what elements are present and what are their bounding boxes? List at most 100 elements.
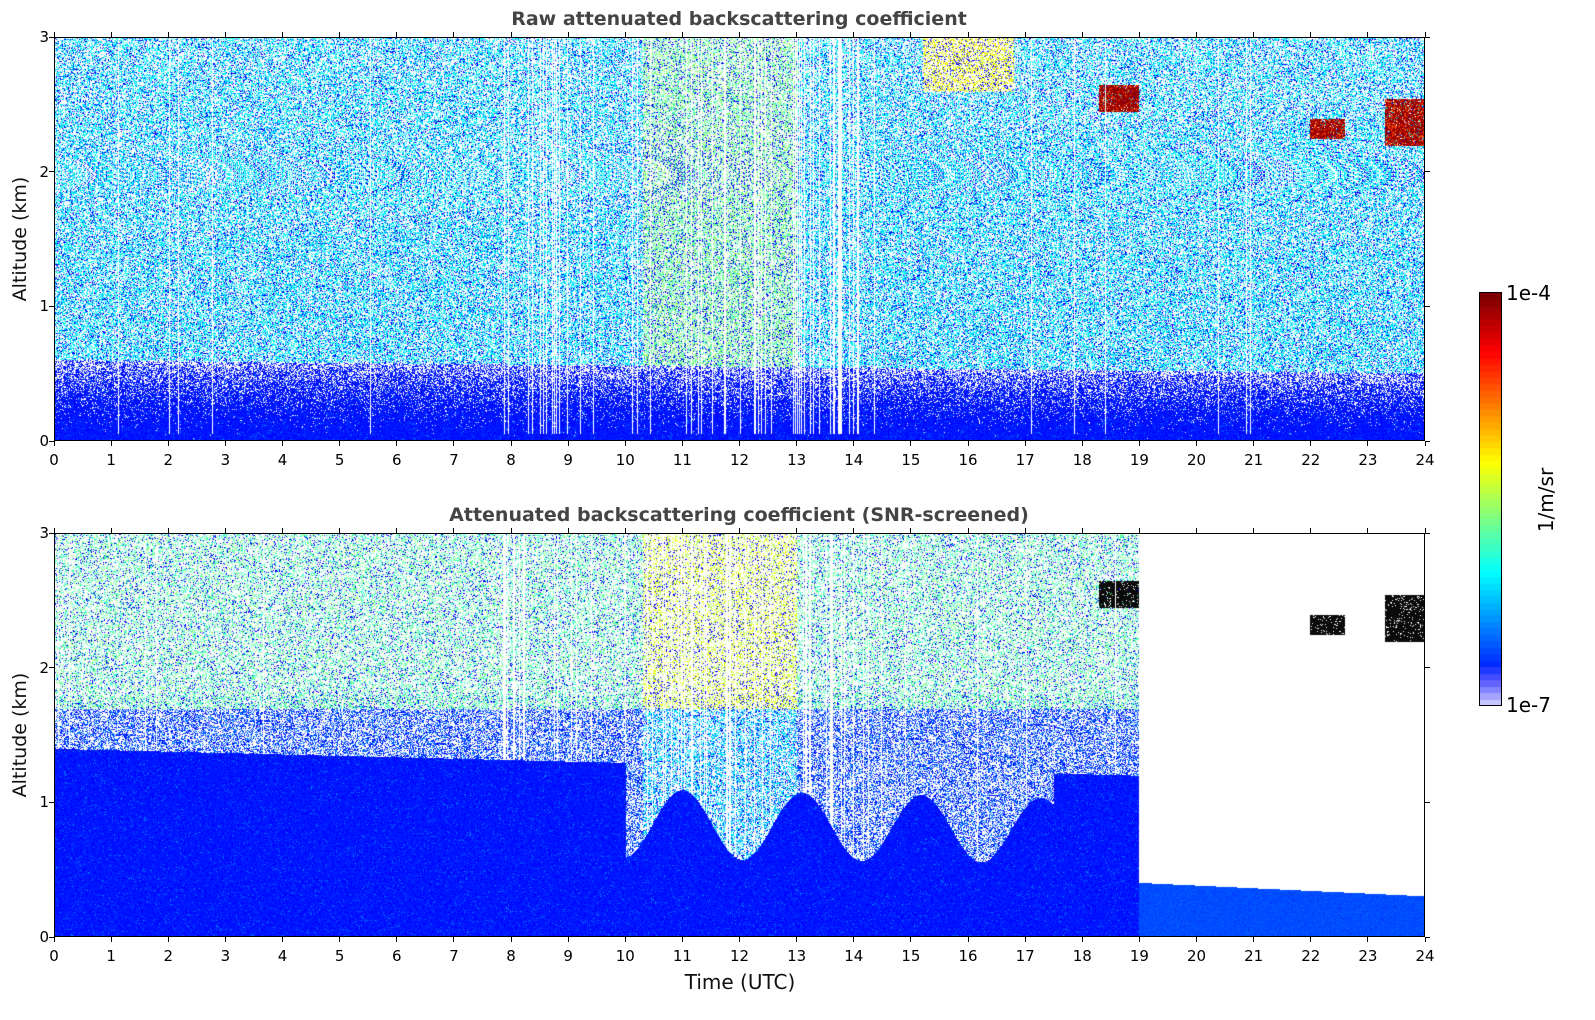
x-tick-label: 10 — [615, 947, 635, 965]
x-tick-mark — [1081, 528, 1083, 533]
x-tick-label: 16 — [958, 947, 978, 965]
y-tick-label: 1 — [39, 793, 49, 812]
x-tick-label: 7 — [449, 451, 459, 469]
x-tick-mark — [1138, 528, 1140, 533]
x-tick-label: 9 — [563, 451, 573, 469]
x-tick-mark — [967, 441, 969, 446]
y-tick-label: 2 — [39, 162, 49, 181]
x-tick-label: 19 — [1129, 451, 1149, 469]
x-tick-label: 15 — [901, 451, 921, 469]
x-tick-mark — [1310, 937, 1312, 942]
x-tick-label: 8 — [506, 947, 516, 965]
x-tick-mark — [282, 937, 283, 942]
x-tick-label: 6 — [391, 451, 402, 469]
x-tick-mark — [110, 937, 112, 942]
x-tick-label: 17 — [1015, 947, 1035, 965]
x-tick-label: 12 — [729, 451, 750, 469]
y-tick-mark — [1425, 171, 1430, 173]
x-tick-mark — [510, 32, 512, 37]
x-tick-label: 24 — [1415, 451, 1435, 469]
y-tick-label: 1 — [39, 297, 49, 316]
x-tick-label: 8 — [506, 451, 516, 469]
x-tick-label: 24 — [1415, 947, 1435, 965]
y-tick-mark — [49, 801, 54, 803]
top-heatmap-plot — [54, 37, 1425, 441]
top-panel-title: Raw attenuated backscattering coefficien… — [511, 8, 967, 30]
x-tick-mark — [110, 528, 112, 533]
x-tick-label: 2 — [163, 947, 174, 965]
x-tick-label: 20 — [1186, 947, 1207, 965]
x-tick-mark — [53, 32, 55, 37]
colorbar-max-label: 1e-4 — [1506, 281, 1551, 305]
x-tick-mark — [567, 937, 569, 942]
x-tick-label: 0 — [49, 947, 59, 965]
x-tick-mark — [1253, 937, 1255, 942]
colorbar — [1479, 292, 1502, 706]
y-tick-label: 3 — [39, 28, 49, 46]
x-tick-mark — [167, 937, 169, 942]
x-tick-mark — [1310, 32, 1312, 37]
x-tick-label: 23 — [1358, 451, 1378, 469]
x-tick-mark — [796, 441, 798, 446]
x-tick-label: 17 — [1015, 451, 1035, 469]
x-tick-mark — [1081, 32, 1083, 37]
x-tick-label: 4 — [277, 451, 288, 469]
x-tick-mark — [453, 32, 455, 37]
x-tick-mark — [967, 937, 969, 942]
x-tick-mark — [853, 528, 855, 533]
x-tick-label: 5 — [334, 947, 345, 965]
x-tick-mark — [224, 528, 226, 533]
x-tick-mark — [282, 441, 283, 446]
x-tick-mark — [681, 937, 683, 942]
x-tick-mark — [110, 441, 112, 446]
x-tick-mark — [53, 528, 55, 533]
x-tick-mark — [510, 937, 512, 942]
y-tick-mark — [49, 532, 54, 534]
y-tick-mark — [49, 667, 54, 669]
x-tick-mark — [1253, 441, 1255, 446]
x-tick-mark — [910, 441, 912, 446]
x-tick-mark — [910, 528, 912, 533]
x-tick-label: 13 — [787, 947, 807, 965]
y-tick-label: 0 — [39, 928, 49, 946]
x-tick-mark — [1024, 32, 1026, 37]
x-tick-mark — [1367, 441, 1369, 446]
x-tick-label: 20 — [1186, 451, 1207, 469]
x-tick-mark — [967, 528, 969, 533]
x-tick-mark — [796, 32, 798, 37]
y-tick-mark — [1425, 801, 1430, 803]
x-tick-mark — [224, 441, 226, 446]
x-tick-label: 12 — [729, 947, 750, 965]
x-tick-mark — [1424, 441, 1426, 446]
x-tick-mark — [396, 32, 398, 37]
x-tick-mark — [1024, 528, 1026, 533]
bottom-panel-title: Attenuated backscattering coefficient (S… — [449, 504, 1029, 526]
x-tick-label: 14 — [844, 451, 864, 469]
x-tick-mark — [453, 528, 455, 533]
x-tick-mark — [910, 32, 912, 37]
x-tick-label: 5 — [334, 451, 345, 469]
x-tick-mark — [567, 32, 569, 37]
x-tick-mark — [53, 937, 55, 942]
bottom-heatmap-canvas — [55, 534, 1424, 936]
x-tick-mark — [910, 937, 912, 942]
x-tick-label: 21 — [1244, 451, 1264, 469]
x-tick-mark — [282, 528, 283, 533]
x-tick-mark — [624, 528, 626, 533]
x-tick-mark — [510, 528, 512, 533]
y-tick-mark — [1425, 36, 1430, 38]
x-tick-mark — [453, 937, 455, 942]
y-tick-mark — [49, 440, 54, 442]
x-tick-label: 7 — [449, 947, 459, 965]
x-tick-mark — [396, 937, 398, 942]
x-tick-mark — [739, 441, 740, 446]
x-tick-mark — [739, 937, 740, 942]
x-tick-mark — [1196, 528, 1197, 533]
x-tick-mark — [110, 32, 112, 37]
x-tick-mark — [1024, 937, 1026, 942]
bottom-panel-ylabel: Altitude (km) — [9, 672, 31, 798]
x-tick-label: 23 — [1358, 947, 1378, 965]
y-tick-label: 0 — [39, 432, 49, 450]
x-tick-mark — [1253, 32, 1255, 37]
top-heatmap-canvas — [55, 38, 1424, 440]
